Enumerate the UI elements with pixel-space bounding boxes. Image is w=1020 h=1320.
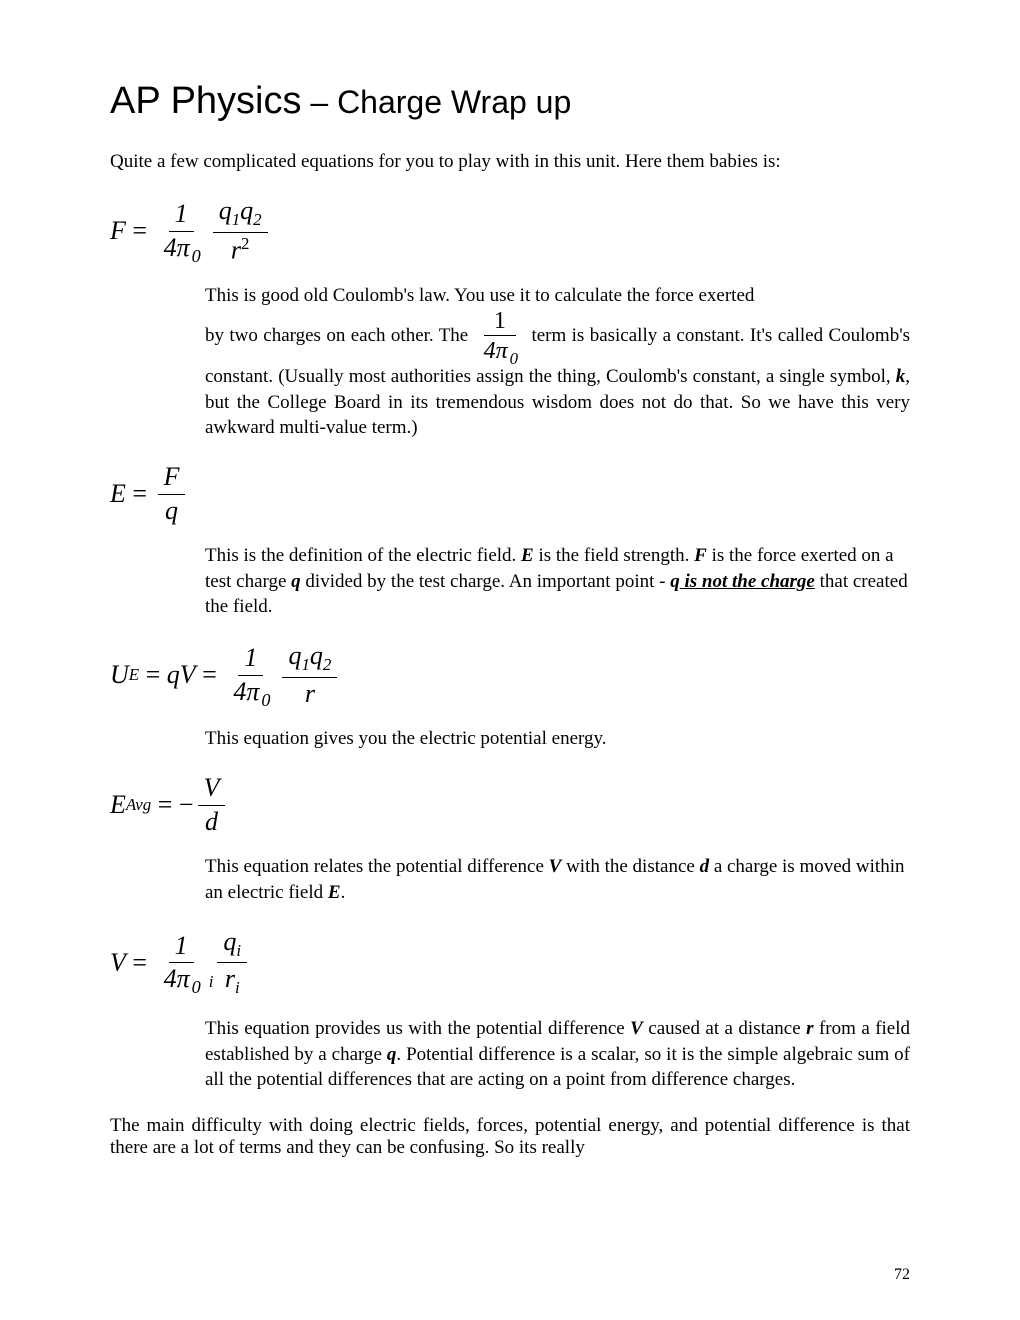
desc-energy: This equation gives you the electric pot… [205,726,910,752]
eq1-frac2-num: q1q2 [213,197,268,233]
equation-energy: UE = qV = 1 4π0 q1q2 r [110,642,910,708]
eq3-frac1: 1 4π0 [227,644,274,706]
eq3-U: U [110,660,129,690]
eq1-lhs: F [110,216,126,246]
eq1-frac1-num: 1 [169,200,194,232]
eq5-frac2: qi ri [217,928,247,999]
equation-efield: E = F q [110,463,910,525]
eq5-frac1: 1 4π0 [158,932,205,994]
equation-eavg: EAvg = − V d [110,774,910,836]
desc1b-post: term is basically a constant. [531,325,744,346]
eq1-frac1: 1 4π0 [158,200,205,262]
desc1a: This is good old Coulomb's law. You use … [205,285,754,306]
equals: = [126,479,154,509]
desc-coulomb: This is good old Coulomb's law. You use … [205,283,910,441]
desc-efield: This is the definition of the electric f… [205,543,910,620]
eq2-lhs: E [110,479,126,509]
sum-sub: i [209,958,214,992]
title-main: AP Physics [110,80,301,122]
eq1-frac2: q1q2 r2 [213,197,268,265]
equals: = [126,216,154,246]
page-title: AP Physics – Charge Wrap up [110,80,910,123]
title-sub: – Charge Wrap up [301,84,571,120]
footer-text: The main difficulty with doing electric … [110,1115,910,1159]
equation-potential: V = 1 4π0 i qi ri [110,928,910,999]
page-content: AP Physics – Charge Wrap up Quite a few … [0,0,1020,1199]
intro-text: Quite a few complicated equations for yo… [110,151,910,173]
desc1b-frac: 1 4π0 [478,309,522,364]
page-number: 72 [894,1266,910,1284]
eq3-frac2: q1q2 r [282,642,337,708]
desc1b-pre: by two charges on each other. The [205,325,474,346]
eq1-frac2-den: r2 [225,233,256,265]
eq1-frac1-den: 4π0 [158,232,205,263]
desc1c-k: k [896,366,906,387]
eq4-frac: V d [198,774,226,836]
eq2-frac: F q [158,463,186,525]
desc-eavg: This equation relates the potential diff… [205,854,910,905]
desc-potential: This equation provides us with the poten… [205,1016,910,1093]
equation-coulomb: F = 1 4π0 q1q2 r2 [110,197,910,265]
